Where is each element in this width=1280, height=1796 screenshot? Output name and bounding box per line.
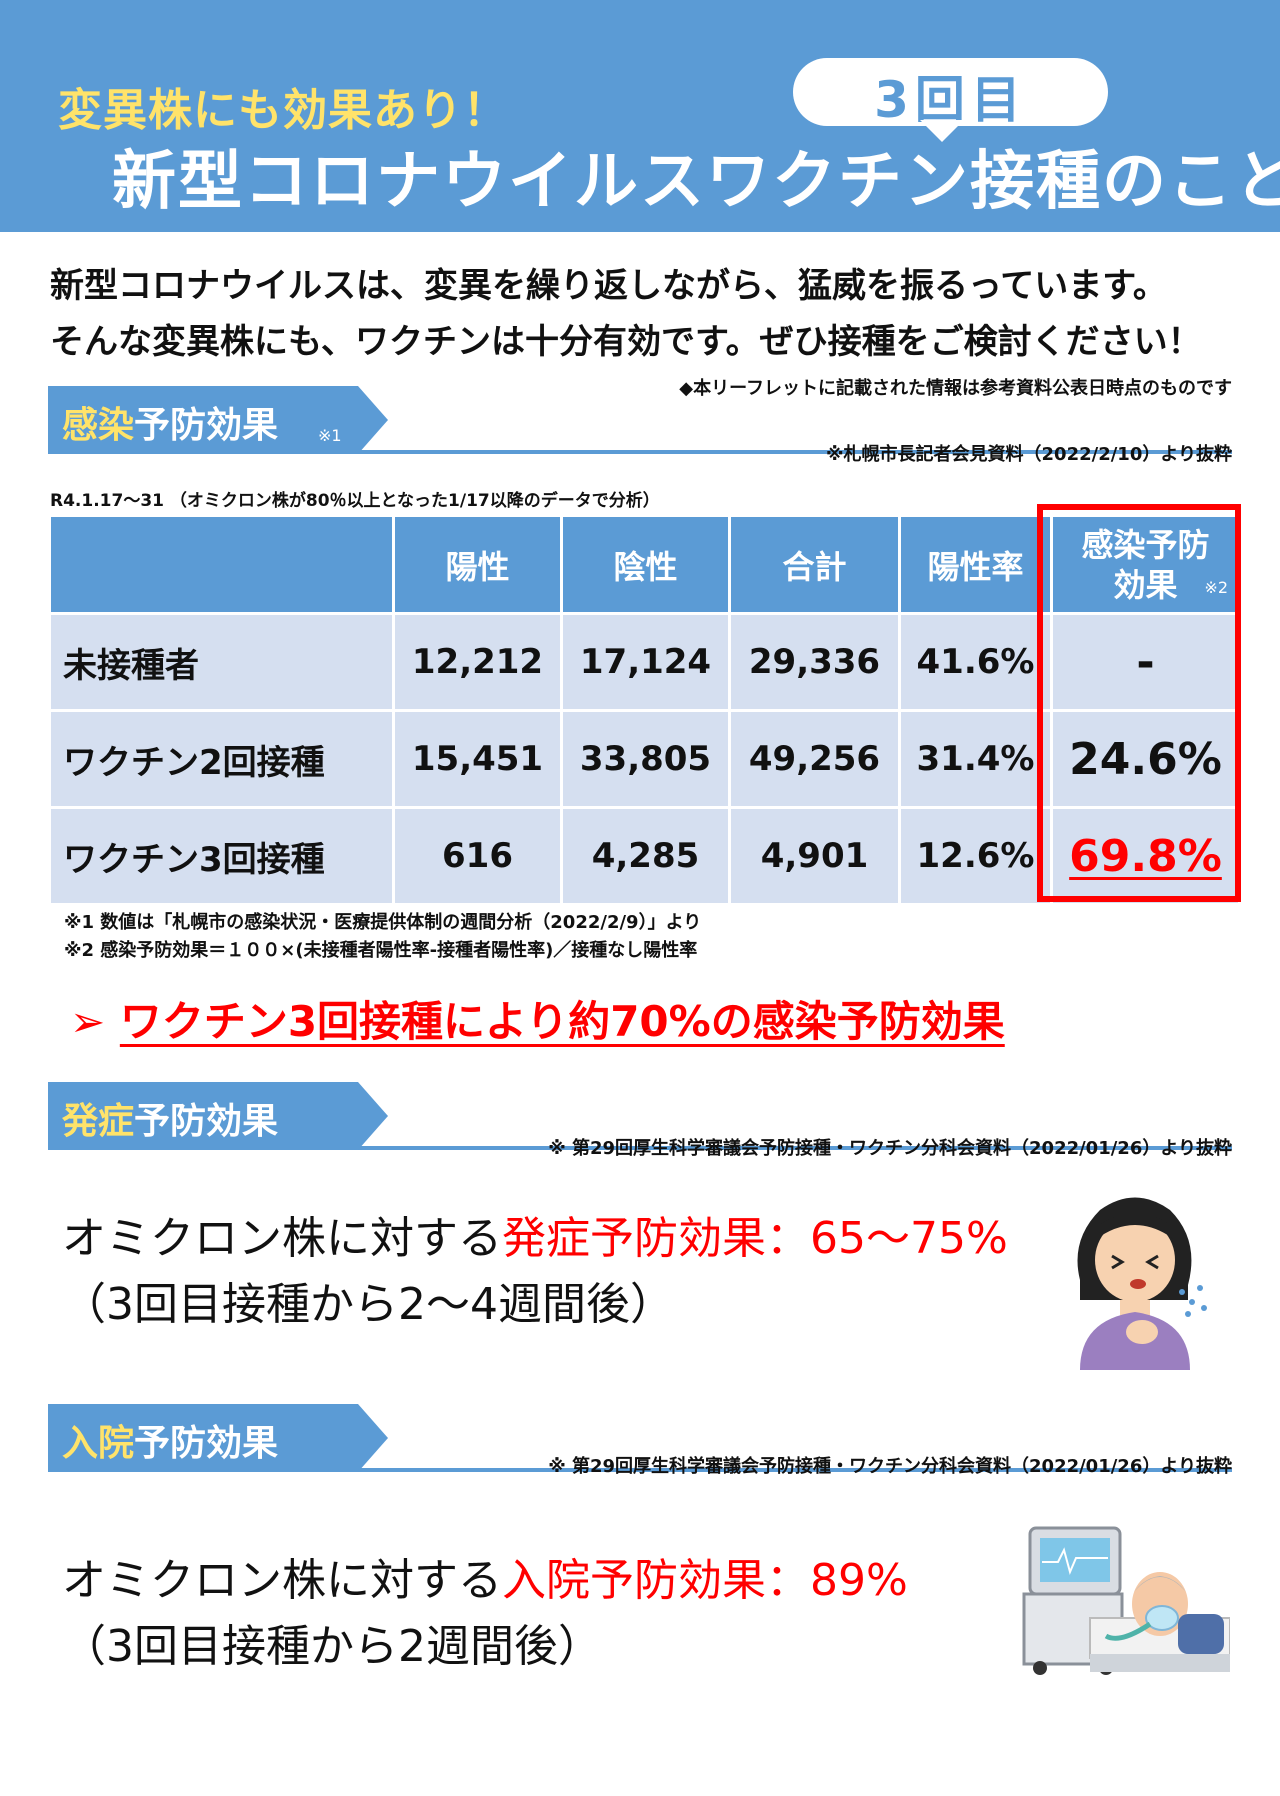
footnote-2: ※2 感染予防効果＝１００×(未接種者陽性率-接種者陽性率)／接種なし陽性率 <box>64 940 698 961</box>
symptom-effect-line-2: （3回目接種から2～4週間後） <box>62 1279 674 1330</box>
cell-rate: 12.6% <box>898 806 1053 906</box>
cell-positive: 15,451 <box>392 709 563 809</box>
cell-negative: 33,805 <box>560 709 731 809</box>
hospital-effect-value: 入院予防効果：89% <box>502 1555 908 1606</box>
effect-header-line-2: 効果 <box>1113 565 1178 604</box>
table-row: ワクチン2回接種 15,451 33,805 49,256 31.4% 24.6… <box>48 709 1241 809</box>
header-subtitle: 変異株にも効果あり！ <box>58 85 508 136</box>
symptom-effect-value: 発症予防効果：65～75% <box>502 1213 1008 1264</box>
section-title: 入院予防効果 <box>62 1414 278 1466</box>
hospital-effect-lead: オミクロン株に対する <box>62 1555 502 1606</box>
row-label: ワクチン3回接種 <box>48 806 395 906</box>
row-label: 未接種者 <box>48 612 395 712</box>
footnote-1: ※1 数値は「札幌市の感染状況・医療提供体制の週間分析（2022/2/9）」より <box>64 912 702 933</box>
intro-text: 新型コロナウイルスは、変異を繰り返しながら、猛威を振るっています。 そんな変異株… <box>50 258 1202 370</box>
source-note: ※ 第29回厚生科学審議会予防接種・ワクチン分科会資料（2022/01/26）よ… <box>548 1456 1232 1477</box>
intro-line-1: 新型コロナウイルスは、変異を繰り返しながら、猛威を振るっています。 <box>50 266 1167 306</box>
table-header-corner <box>48 514 395 615</box>
coughing-woman-icon <box>1077 1197 1207 1370</box>
cell-effect-highlight: 69.8% <box>1050 806 1241 906</box>
table-header-effect: 感染予防 効果 ※2 <box>1050 514 1241 615</box>
cell-positive: 616 <box>392 806 563 906</box>
key-callout: ➢ ワクチン3回接種により約70%の感染予防効果 <box>70 988 1005 1049</box>
cell-rate: 31.4% <box>898 709 1053 809</box>
key-callout-text: ワクチン3回接種により約70%の感染予防効果 <box>119 997 1005 1046</box>
section-ref-mark: ※1 <box>318 426 342 445</box>
symptom-effect-line-1: オミクロン株に対する発症予防効果：65～75% <box>62 1206 1008 1272</box>
row-label: ワクチン2回接種 <box>48 709 395 809</box>
infection-table: 陽性 陰性 合計 陽性率 感染予防 効果 ※2 未接種者 12,212 17,1… <box>48 514 1241 906</box>
cell-total: 4,901 <box>728 806 901 906</box>
hospital-effect-line-1: オミクロン株に対する入院予防効果：89% <box>62 1548 908 1614</box>
table-header-negative: 陰性 <box>560 514 731 615</box>
effect-column-highlight-frame <box>1037 504 1241 902</box>
table-header-total: 合計 <box>728 514 901 615</box>
cell-negative: 17,124 <box>560 612 731 712</box>
dose-badge-label: 3回目 <box>874 71 1027 129</box>
section-title-rest: 予防効果 <box>134 1423 279 1464</box>
arrow-icon: ➢ <box>70 997 106 1046</box>
cell-effect: - <box>1050 612 1241 712</box>
intro-line-2: そんな変異株にも、ワクチンは十分有効です。ぜひ接種をご検討ください！ <box>50 322 1202 362</box>
section-divider <box>48 1468 1232 1472</box>
dose-badge: 3回目 <box>793 58 1108 129</box>
symptom-effect-lead: オミクロン株に対する <box>62 1213 502 1264</box>
header-banner: 変異株にも効果あり！ 3回目 新型コロナウイルスワクチン接種のこと <box>0 0 1280 232</box>
section-title-rest: 予防効果 <box>134 1101 279 1142</box>
table-header-positive: 陽性 <box>392 514 563 615</box>
section-tab <box>48 1404 388 1472</box>
effect-highlight-value: 69.8% <box>1069 830 1222 882</box>
info-note: ◆本リーフレットに記載された情報は参考資料公表日時点のものです <box>679 378 1232 399</box>
table-header-row: 陽性 陰性 合計 陽性率 感染予防 効果 ※2 <box>48 514 1241 615</box>
section-title-rest: 予防効果 <box>134 405 279 446</box>
table-row: 未接種者 12,212 17,124 29,336 41.6% - <box>48 612 1241 712</box>
symptom-effect-text: オミクロン株に対する発症予防効果：65～75% （3回目接種から2～4週間後） <box>62 1206 1008 1338</box>
cell-positive: 12,212 <box>392 612 563 712</box>
cell-effect: 24.6% <box>1050 709 1241 809</box>
section-title: 感染予防効果 <box>62 396 278 448</box>
cell-total: 49,256 <box>728 709 901 809</box>
analysis-period: R4.1.17～31 （オミクロン株が80％以上となった1/17以降のデータで分… <box>50 491 660 511</box>
effect-header-line-1: 感染予防 <box>1081 525 1210 564</box>
cell-negative: 4,285 <box>560 806 731 906</box>
cell-total: 29,336 <box>728 612 901 712</box>
source-note: ※ 第29回厚生科学審議会予防接種・ワクチン分科会資料（2022/01/26）よ… <box>548 1138 1232 1159</box>
table-header-rate: 陽性率 <box>898 514 1053 615</box>
source-note: ※札幌市長記者会見資料（2022/2/10）より抜粋 <box>826 444 1232 465</box>
hospital-effect-line-2: （3回目接種から2週間後） <box>62 1621 602 1672</box>
section-divider <box>48 450 1232 454</box>
table-row: ワクチン3回接種 616 4,285 4,901 12.6% 69.8% <box>48 806 1241 906</box>
section-title-highlight: 発症 <box>62 1101 135 1142</box>
cell-rate: 41.6% <box>898 612 1053 712</box>
section-tab <box>48 1082 388 1150</box>
section-title-highlight: 感染 <box>62 405 135 446</box>
section-tab <box>48 386 388 454</box>
section-divider <box>48 1146 1232 1150</box>
hospital-patient-icon <box>1022 1526 1230 1675</box>
page-title: 新型コロナウイルスワクチン接種のこと <box>112 145 1280 219</box>
section-title-highlight: 入院 <box>62 1423 135 1464</box>
hospital-effect-text: オミクロン株に対する入院予防効果：89% （3回目接種から2週間後） <box>62 1548 908 1680</box>
effect-header-ref: ※2 <box>1204 578 1228 597</box>
section-title: 発症予防効果 <box>62 1092 278 1144</box>
dose-badge-tail <box>920 120 964 142</box>
